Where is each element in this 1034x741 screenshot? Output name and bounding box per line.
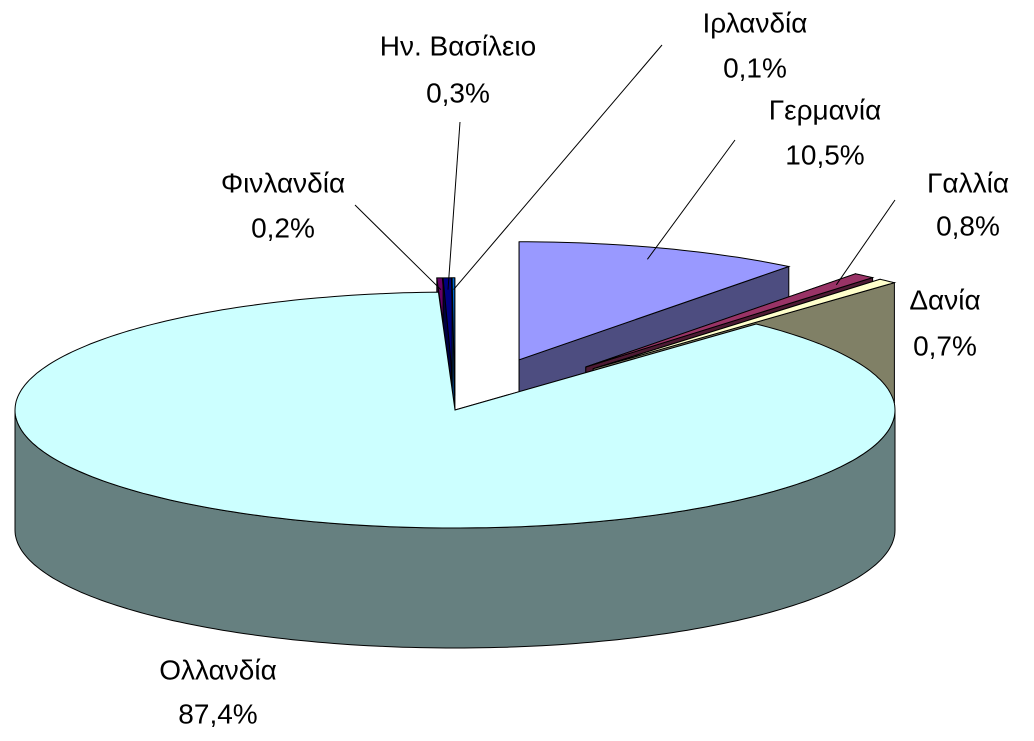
slice-label: Ιρλανδία [703, 7, 808, 38]
slice [518, 241, 791, 361]
slice [593, 278, 897, 370]
slice-value-label: 0,2% [251, 212, 315, 243]
leader-line [354, 204, 442, 291]
slice-label: Ολλανδία [159, 654, 277, 685]
slice-label: Δανία [909, 284, 980, 315]
slice-value-label: 10,5% [785, 139, 864, 170]
slice-label: Ην. Βασίλειο [380, 30, 536, 61]
slice [585, 273, 875, 368]
leader-line [646, 139, 736, 260]
slice [14, 291, 896, 529]
slice [451, 277, 456, 396]
slice-label: Φινλανδία [221, 167, 345, 198]
slice-value-label: 0,8% [936, 210, 1000, 241]
slice-value-label: 0,3% [426, 77, 490, 108]
leader-line [447, 121, 461, 290]
slice-label: Γαλλία [927, 167, 1009, 198]
slice-label: Γερμανία [769, 94, 882, 125]
slice-value-label: 0,1% [723, 52, 787, 83]
slice-value-label: 87,4% [178, 698, 257, 729]
leader-line [835, 199, 896, 286]
slice-value-label: 0,7% [913, 330, 977, 361]
leader-line [453, 44, 663, 290]
